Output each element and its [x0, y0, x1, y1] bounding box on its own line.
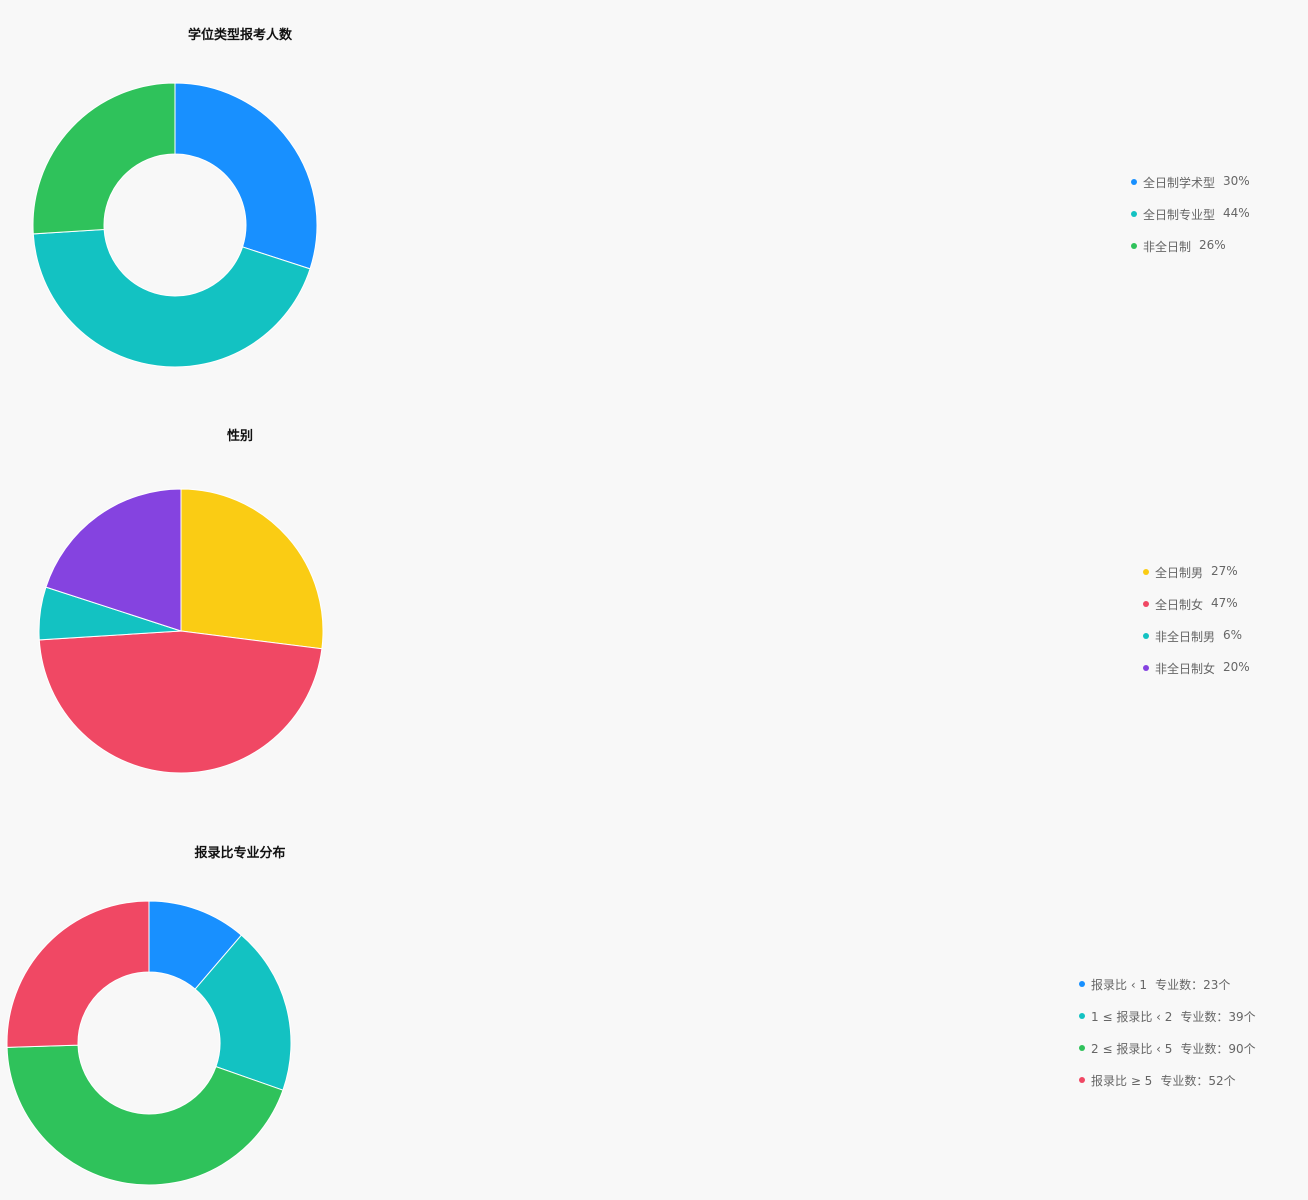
chart-legend: 全日制男 27% 全日制女 47% 非全日制男 6% 非全日制女 20%	[1143, 564, 1250, 692]
legend-marker-icon	[1079, 981, 1085, 987]
pie-slice-1[interactable]	[180, 488, 324, 650]
legend-item[interactable]: 报录比 ‹ 1 专业数：23个	[1079, 976, 1256, 1008]
legend-marker-icon	[1079, 1013, 1085, 1019]
chart-legend: 报录比 ‹ 1 专业数：23个 1 ≤ 报录比 ‹ 2 专业数：39个 2 ≤ 报录比 …	[1079, 976, 1256, 1104]
legend-label: 非全日制男	[1155, 630, 1216, 644]
legend-marker-icon	[1143, 569, 1149, 575]
legend-item[interactable]: 非全日制女 20%	[1143, 660, 1250, 692]
legend-label: 1 ≤ 报录比 ‹ 2	[1091, 1010, 1173, 1024]
pie-slice-3[interactable]	[32, 82, 176, 235]
legend-label: 全日制专业型	[1143, 208, 1216, 222]
legend-marker-icon	[1131, 179, 1137, 185]
pie-slice-2[interactable]	[194, 934, 292, 1091]
chart-title: 性别	[226, 429, 254, 444]
legend-value: 30%	[1223, 174, 1250, 188]
chart-title: 报录比专业分布	[194, 846, 286, 861]
chart-title: 学位类型报考人数	[187, 28, 293, 43]
pie-slice-1[interactable]	[174, 82, 318, 270]
legend-marker-icon	[1079, 1045, 1085, 1051]
legend-value: 专业数：90个	[1180, 1042, 1256, 1056]
pie-slice-4[interactable]	[6, 900, 150, 1048]
legend-value: 专业数：39个	[1180, 1010, 1256, 1024]
legend-value: 47%	[1211, 596, 1238, 610]
legend-marker-icon	[1079, 1077, 1085, 1083]
legend-item[interactable]: 全日制女 47%	[1143, 596, 1250, 628]
chart-panel-3: 报录比专业分布报录比 ‹ 1 专业数：23个 1 ≤ 报录比 ‹ 2 专业数：39个 2…	[0, 820, 1308, 1200]
legend-label: 2 ≤ 报录比 ‹ 5	[1091, 1042, 1173, 1056]
chart-panel-2: 性别全日制男 27% 全日制女 47% 非全日制男 6% 非全日制女 20%	[0, 405, 1308, 785]
legend-item[interactable]: 非全日制 26%	[1131, 238, 1250, 270]
legend-item[interactable]: 全日制学术型 30%	[1131, 174, 1250, 206]
pie-slice-4[interactable]	[45, 488, 182, 632]
legend-value: 专业数：52个	[1160, 1074, 1236, 1088]
legend-value: 27%	[1211, 564, 1238, 578]
pie-chart	[6, 900, 292, 1186]
legend-item[interactable]: 全日制专业型 44%	[1131, 206, 1250, 238]
legend-item[interactable]: 报录比 ≥ 5 专业数：52个	[1079, 1072, 1256, 1104]
legend-value: 专业数：23个	[1155, 978, 1231, 992]
legend-label: 全日制学术型	[1143, 176, 1216, 190]
pie-slice-3[interactable]	[6, 1044, 284, 1186]
legend-item[interactable]: 1 ≤ 报录比 ‹ 2 专业数：39个	[1079, 1008, 1256, 1040]
pie-chart	[32, 82, 318, 368]
legend-item[interactable]: 非全日制男 6%	[1143, 628, 1250, 660]
legend-label: 报录比 ‹ 1	[1091, 978, 1148, 992]
pie-chart	[38, 488, 324, 774]
legend-item[interactable]: 全日制男 27%	[1143, 564, 1250, 596]
legend-value: 44%	[1223, 206, 1250, 220]
legend-label: 全日制女	[1155, 598, 1204, 612]
pie-slice-2[interactable]	[38, 630, 323, 774]
legend-value: 6%	[1223, 628, 1243, 642]
legend-marker-icon	[1143, 601, 1149, 607]
chart-legend: 全日制学术型 30% 全日制专业型 44% 非全日制 26%	[1131, 174, 1250, 270]
legend-label: 非全日制	[1143, 240, 1192, 254]
chart-panel-1: 学位类型报考人数全日制学术型 30% 全日制专业型 44% 非全日制 26%	[0, 0, 1308, 380]
legend-label: 全日制男	[1155, 566, 1204, 580]
pie-slice-2[interactable]	[32, 228, 311, 368]
legend-label: 非全日制女	[1155, 662, 1216, 676]
legend-marker-icon	[1143, 633, 1149, 639]
legend-value: 26%	[1199, 238, 1226, 252]
legend-marker-icon	[1143, 665, 1149, 671]
legend-item[interactable]: 2 ≤ 报录比 ‹ 5 专业数：90个	[1079, 1040, 1256, 1072]
legend-label: 报录比 ≥ 5	[1091, 1074, 1153, 1088]
legend-value: 20%	[1223, 660, 1250, 674]
legend-marker-icon	[1131, 211, 1137, 217]
legend-marker-icon	[1131, 243, 1137, 249]
